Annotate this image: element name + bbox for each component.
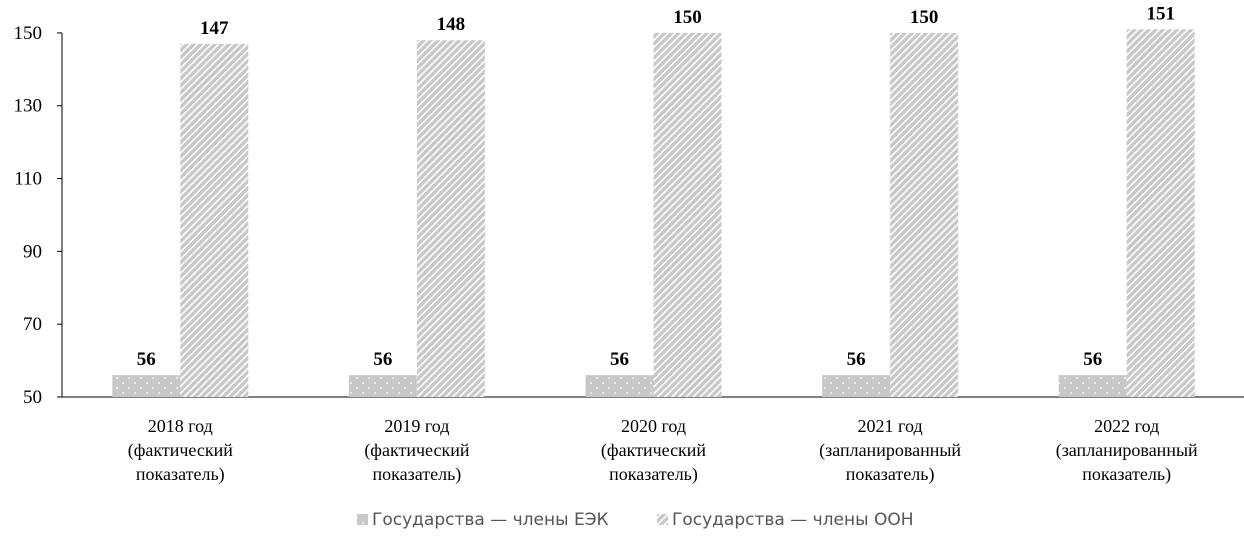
x-axis-labels: 2018 год (фактический показатель) 2019 год(…: [128, 416, 1198, 485]
legend: Государства — члены ЕЭК Государства — чле…: [357, 510, 914, 530]
data-label: 150: [673, 7, 702, 28]
bar-eek: [348, 375, 417, 397]
x-tick-label: 2022 год (запланированный показатель): [1056, 416, 1198, 485]
data-label: 148: [437, 14, 466, 35]
y-tick-label: 150: [14, 23, 43, 44]
data-label: 151: [1146, 3, 1175, 24]
data-label: 56: [137, 349, 156, 370]
bar-oon: [180, 43, 249, 397]
bar-eek: [112, 375, 181, 397]
data-label: 56: [1083, 349, 1102, 370]
axes: 50 70 90 110 130 150: [14, 23, 1244, 408]
y-tick-label: 110: [14, 169, 42, 190]
y-tick-label: 90: [23, 241, 42, 262]
x-tick-label: 2018 год (фактический показатель): [128, 416, 234, 485]
data-label: 56: [373, 349, 392, 370]
bar-oon: [416, 40, 485, 397]
data-labels: 56 147 56 148 56 150 56 150 56 151: [137, 3, 1175, 370]
y-tick-label: 50: [23, 387, 42, 408]
data-label: 150: [910, 7, 939, 28]
y-tick-label: 70: [23, 314, 42, 335]
data-label: 56: [847, 349, 866, 370]
bar-eek: [1058, 375, 1127, 397]
legend-label: Государства — члены ЕЭК: [372, 510, 609, 530]
legend-label: Государства — члены ООН: [672, 510, 914, 530]
data-label: 56: [610, 349, 629, 370]
y-tick-label: 130: [14, 96, 43, 117]
legend-swatch-oon: [657, 514, 668, 525]
x-tick-label: 2021 год (запланированный показатель): [819, 416, 961, 485]
bar-eek: [822, 375, 891, 397]
bar-oon: [653, 32, 722, 397]
x-tick-label: 2019 год (фактический показатель): [364, 416, 470, 485]
bar-oon: [890, 32, 959, 397]
x-tick-label: 2020 год (фактический показатель): [601, 416, 707, 485]
legend-swatch-eek: [357, 514, 368, 525]
data-label: 147: [200, 18, 229, 39]
bar-eek: [585, 375, 654, 397]
bars: [112, 29, 1195, 397]
bar-oon: [1126, 29, 1195, 397]
